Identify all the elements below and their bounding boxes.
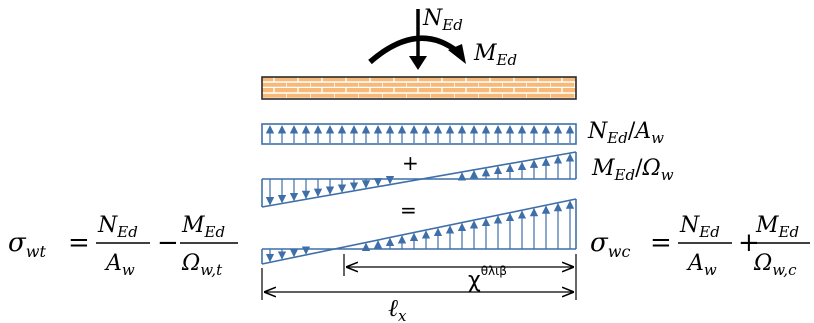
svg-text:Aw: Aw [104,251,135,279]
masonry-wall [261,76,577,100]
axial-stress-label: NEd/Aw [587,119,664,147]
svg-text:=: = [68,228,90,258]
svg-text:σwt: σwt [8,228,46,261]
axial-force-arrow-head [409,56,427,70]
svg-text:+: + [738,228,760,258]
moment-arc-head [448,44,466,64]
axial-stress-block [261,123,577,145]
svg-text:=: = [650,228,672,258]
resultant-stress-arrows [265,200,575,263]
bending-stress-label: MEd/Ωw [591,156,674,184]
compressed-length-dimension: χθλιβ [343,254,577,300]
svg-text:Ωw,t: Ωw,t [181,251,223,279]
moment-label: MEd [473,41,517,69]
svg-text:Ωw,c: Ωw,c [753,251,797,279]
masonry-wall-body [261,76,577,100]
axial-stress-arrows [265,125,575,143]
svg-text:σwc: σwc [590,228,630,261]
plus-sign: + [402,151,419,175]
total-length-dimension: ℓx [261,268,574,323]
svg-text:MEd: MEd [755,213,799,241]
bending-stress-diagram [261,151,577,208]
axial-stress-diagram [261,123,577,145]
svg-text:NEd: NEd [97,213,138,241]
equals-sign: = [400,198,417,222]
applied-loads: NEd MEd [368,6,517,70]
total-length-label: ℓx [388,294,407,323]
moment-arc [368,35,460,65]
tension-stress-formula: σwt = NEd Aw − MEd Ωw,t [8,213,238,279]
svg-text:Aw: Aw [686,251,717,279]
bending-stress-arrows [265,153,575,206]
resultant-stress-diagram [261,198,577,265]
axial-force-label: NEd [422,6,463,34]
svg-text:−: − [157,228,179,258]
compressed-length-label: χθλιβ [468,264,507,293]
svg-text:MEd: MEd [181,213,225,241]
compression-stress-formula: σwc = NEd Aw + MEd Ωw,c [590,213,810,279]
svg-text:NEd: NEd [679,213,720,241]
